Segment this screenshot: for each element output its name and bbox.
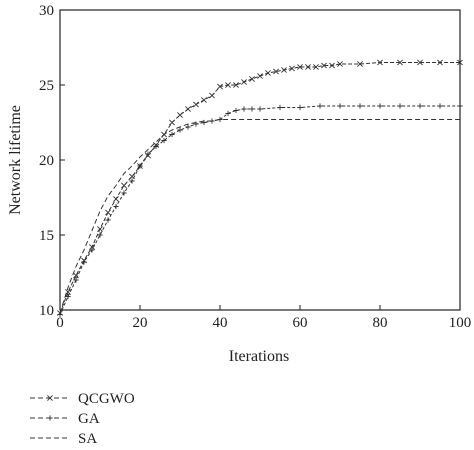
data-point [265,70,271,76]
x-tick-label: 0 [56,315,64,331]
data-point [193,101,199,108]
plot-frame [59,9,461,311]
data-point [217,83,223,90]
data-point [89,247,95,253]
data-point [377,59,383,66]
x-tick-label: 100 [449,315,472,331]
data-point [437,59,443,66]
x-tick-label: 60 [293,315,308,331]
legend-label: QCGWO [78,391,135,407]
x-tick-label: 40 [213,315,228,331]
data-point [329,62,335,69]
data-point [233,107,239,114]
legend-item: SA [30,431,97,447]
data-point [241,79,247,85]
data-point [337,61,343,67]
legend-item: GA [30,411,100,427]
data-point [249,76,255,82]
data-point [321,62,327,69]
legend: QCGWO GA SA [30,391,135,447]
data-point [177,112,183,118]
data-point [377,103,383,109]
data-point [201,97,207,103]
data-point [81,259,87,265]
data-point [177,127,183,133]
series-layer [57,59,463,318]
data-point [145,151,151,157]
data-point [249,106,255,112]
data-point [437,103,443,109]
legend-label: GA [78,411,100,427]
x-tick-label: 20 [133,315,148,331]
data-point [297,104,303,111]
y-tick-label: 30 [39,3,54,19]
data-point [65,293,71,300]
data-point [337,103,343,109]
series-line [59,62,460,314]
data-point [209,92,215,99]
series-sa [59,119,460,314]
data-point [73,277,79,283]
data-point [113,196,119,202]
data-point [277,104,283,111]
series-line [59,119,460,314]
data-point [185,106,191,112]
data-point [417,103,423,109]
y-tick-label: 10 [39,303,54,319]
data-point [313,64,319,70]
x-axis-title: Iterations [229,348,289,365]
data-point [357,61,363,67]
data-point [257,73,263,79]
data-point [297,64,303,70]
data-point [457,103,463,109]
y-axis-title: Network lifetime [7,105,24,215]
data-point [161,137,167,144]
data-point [305,64,311,70]
data-point [105,217,111,223]
data-point [185,124,191,130]
series-line [59,105,460,315]
data-point [121,182,127,189]
x-tick-label: 80 [373,315,388,331]
data-point [137,163,143,169]
data-point [241,106,247,112]
data-point [225,110,231,117]
data-point [169,131,175,138]
data-point [457,59,463,66]
data-point [357,103,363,109]
data-point [281,67,287,73]
data-point [97,226,103,232]
data-point [257,106,263,112]
data-point [113,203,119,210]
data-point [417,59,423,66]
data-point [225,82,231,88]
legend-label: SA [78,431,97,447]
plot-border [59,9,461,311]
y-tick-label: 20 [39,153,54,169]
data-point [105,209,111,216]
x-axis: 0 20 40 60 80 100 [56,305,471,331]
data-point [397,59,403,66]
series-ga [57,103,463,318]
y-tick-label: 25 [39,78,54,94]
data-point [47,415,53,421]
data-point [233,82,239,88]
series-qcgwo [57,59,463,316]
data-point [129,178,135,184]
data-point [273,68,279,75]
data-point [317,103,323,109]
data-point [153,143,159,150]
data-point [47,395,53,401]
data-point [121,190,127,196]
legend-item: QCGWO [30,391,135,407]
data-point [89,244,95,250]
data-point [397,103,403,109]
y-tick-label: 15 [39,228,54,244]
y-axis: 10 15 20 25 30 [39,3,65,319]
data-point [169,119,175,126]
data-point [97,232,103,238]
data-point [289,65,295,72]
